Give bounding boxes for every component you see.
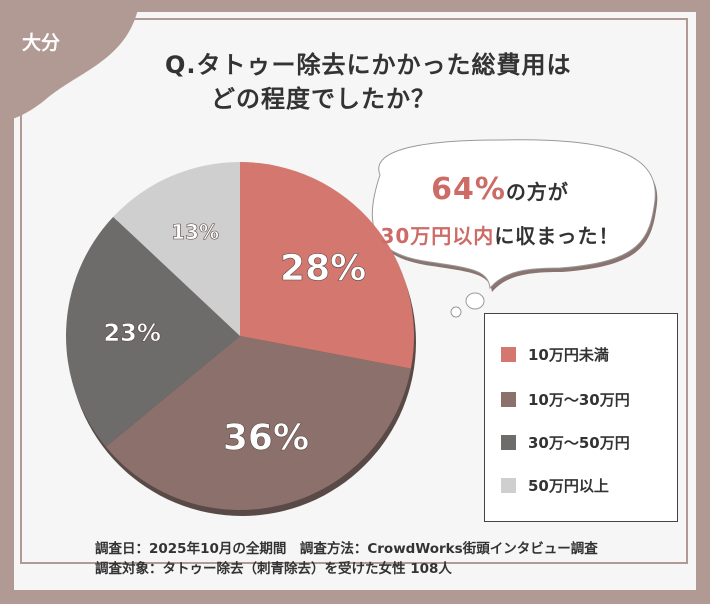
callout-text1: の方が xyxy=(505,180,569,204)
legend-label: 50万円以上 xyxy=(528,477,609,495)
callout-text: 64%の方が 30万円以内に収まった！ xyxy=(360,168,640,258)
callout-text2: に収まった！ xyxy=(494,224,620,248)
legend-item: 10万～30万円 xyxy=(501,389,630,410)
legend-label: 10万～30万円 xyxy=(528,391,630,409)
card-border xyxy=(20,18,688,564)
legend-item: 30万～50万円 xyxy=(501,432,630,453)
legend-swatch xyxy=(501,392,516,407)
legend-item: 10万円未満 xyxy=(501,344,609,365)
pie-data-label: 36% xyxy=(223,418,309,459)
title-line1: Q.タトゥー除去にかかった総費用は xyxy=(165,51,572,79)
callout-percent: 64% xyxy=(431,172,506,207)
page-title: Q.タトゥー除去にかかった総費用は どの程度でしたか？ xyxy=(165,48,572,116)
legend-item: 50万円以上 xyxy=(501,475,609,496)
pie-data-label: 23% xyxy=(103,319,160,347)
speech-bubble xyxy=(371,139,658,318)
title-line2: どの程度でしたか？ xyxy=(211,85,436,113)
legend-label: 10万円未満 xyxy=(528,346,609,364)
pie-slice xyxy=(66,216,240,447)
legend-swatch xyxy=(501,347,516,362)
survey-footnote: 調査日：2025年10月の全期間 調査方法：CrowdWorks街頭インタビュー… xyxy=(95,539,598,579)
legend-swatch xyxy=(501,435,516,450)
pie-data-label: 13% xyxy=(171,220,219,244)
pie-slice xyxy=(105,336,411,511)
footnote-line1: 調査日：2025年10月の全期間 調査方法：CrowdWorks街頭インタビュー… xyxy=(95,541,598,557)
pie-data-label: 28% xyxy=(280,248,366,289)
legend: 10万円未満 10万～30万円 30万～50万円 50万円以上 xyxy=(484,313,678,522)
region-badge: 大分 xyxy=(22,32,61,54)
callout-accent: 30万円以内 xyxy=(380,224,495,248)
pie-slice xyxy=(113,162,240,336)
footnote-line2: 調査対象：タトゥー除去（刺青除去）を受けた女性 108人 xyxy=(95,561,452,577)
legend-label: 30万～50万円 xyxy=(528,434,630,452)
corner-shape xyxy=(0,0,140,120)
pie-slice xyxy=(240,162,415,369)
legend-swatch xyxy=(501,478,516,493)
